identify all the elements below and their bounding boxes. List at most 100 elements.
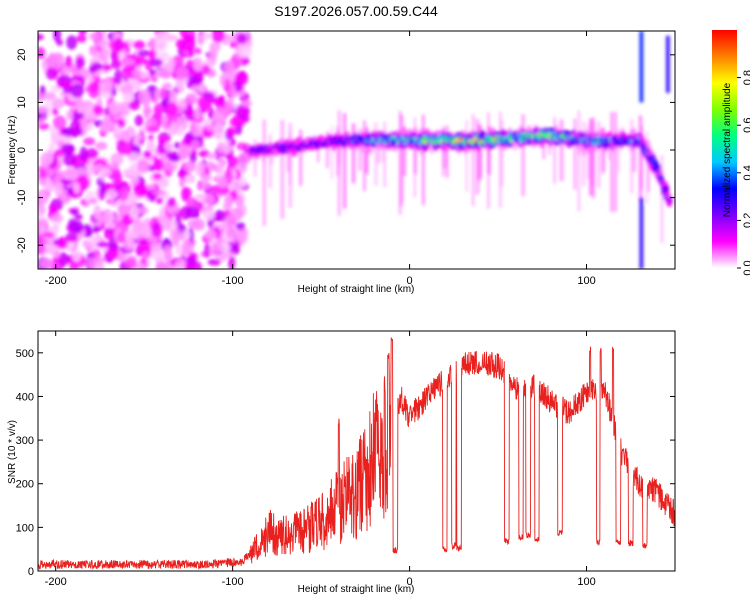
leakage-streak	[402, 126, 406, 177]
noise-blob	[173, 141, 181, 149]
noise-blob	[74, 213, 83, 221]
noise-blob	[217, 176, 228, 189]
noise-blob	[69, 128, 79, 138]
noise-blob	[104, 232, 113, 240]
noise-blob	[158, 177, 170, 188]
noise-blob	[179, 233, 186, 242]
noise-blob	[156, 143, 168, 155]
noise-blob	[83, 137, 96, 146]
noise-blob	[149, 195, 156, 203]
leakage-streak	[577, 110, 581, 212]
noise-blob	[135, 243, 144, 257]
noise-blob	[194, 106, 201, 120]
spectrogram-y-tick-label: 10	[16, 96, 28, 108]
noise-blob	[213, 112, 225, 126]
noise-blob	[224, 60, 235, 75]
noise-blob	[40, 152, 52, 167]
noise-blob	[76, 34, 87, 43]
colorbar-gradient	[712, 30, 737, 268]
noise-blob	[193, 218, 205, 231]
noise-blob	[229, 207, 243, 222]
spectrogram-y-tick-label: 0	[16, 147, 28, 153]
leakage-streak	[253, 139, 257, 177]
noise-blob	[38, 240, 46, 255]
snr-series-line	[38, 337, 675, 571]
leakage-streak	[374, 122, 378, 186]
leakage-streak	[521, 114, 525, 197]
noise-blob	[70, 83, 85, 98]
noise-blob	[95, 141, 108, 151]
noise-blob	[204, 229, 218, 240]
snr-x-axis-label: Height of straight line (km)	[298, 584, 415, 595]
noise-blob	[158, 70, 173, 79]
noise-blob	[182, 187, 192, 199]
noise-blob	[48, 52, 56, 69]
noise-blob	[138, 207, 150, 214]
noise-blob	[63, 167, 78, 180]
noise-blob	[174, 259, 187, 269]
spectrogram-x-axis-label: Height of straight line (km)	[298, 284, 415, 295]
noise-blob	[184, 174, 194, 184]
noise-blob	[82, 239, 90, 248]
noise-blob	[134, 56, 148, 65]
snr-y-tick-label: 200	[16, 479, 34, 491]
noise-blob	[159, 87, 167, 100]
leakage-streak	[299, 129, 303, 186]
noise-blob	[53, 148, 65, 157]
leakage-streak	[325, 131, 329, 169]
snr-x-tick-label: 100	[577, 576, 595, 588]
noise-blob	[38, 194, 49, 205]
noise-blob	[54, 181, 64, 197]
noise-blob	[143, 150, 152, 159]
noise-blob	[66, 146, 75, 155]
noise-blob	[134, 133, 143, 141]
noise-blob	[184, 109, 198, 122]
noise-blob	[100, 120, 115, 129]
noise-blob	[155, 31, 168, 45]
noise-blob	[38, 92, 43, 102]
noise-blob	[129, 205, 140, 220]
colorbar-tick-label: 0.6	[742, 118, 750, 133]
noise-blob	[169, 153, 182, 162]
snr-x-tick-label: -200	[45, 576, 67, 588]
noise-blob	[190, 85, 205, 93]
snr-y-tick-label: 500	[16, 348, 34, 360]
edge-streak	[639, 31, 644, 103]
noise-blob	[73, 182, 80, 194]
snr-y-tick-label: 300	[16, 435, 34, 447]
noise-blob	[187, 46, 194, 58]
leakage-streak	[660, 155, 664, 244]
leakage-streak	[592, 117, 595, 199]
noise-blob	[85, 227, 93, 238]
noise-blob	[200, 174, 213, 182]
noise-blob	[208, 248, 220, 257]
noise-blob	[88, 198, 98, 205]
noise-blob	[42, 231, 54, 239]
noise-blob	[116, 152, 124, 165]
noise-blob	[195, 193, 207, 201]
noise-blob	[167, 56, 176, 73]
leakage-streak	[614, 112, 617, 212]
noise-blob	[190, 139, 201, 150]
noise-blob	[211, 31, 225, 43]
noise-blob	[66, 110, 74, 121]
leakage-streak	[413, 127, 417, 174]
noise-blob	[204, 209, 215, 221]
noise-blob	[207, 258, 221, 266]
noise-blob	[63, 152, 77, 167]
noise-blob	[218, 94, 226, 109]
leakage-streak	[262, 119, 266, 226]
noise-blob	[162, 82, 173, 90]
noise-blob	[133, 182, 148, 198]
colorbar-label: Normalized spectral amplitude	[722, 82, 733, 217]
noise-blob	[101, 64, 112, 72]
leakage-streak	[337, 110, 341, 216]
noise-blob	[150, 242, 161, 253]
colorbar: 0.0 0.2 0.4 0.6 0.8 Normalized spectral ampl…	[712, 30, 750, 276]
noise-blob	[185, 93, 198, 104]
leakage-streak	[422, 114, 425, 205]
noise-blob	[41, 59, 48, 71]
noise-blob	[87, 257, 96, 269]
noise-blob	[184, 160, 196, 173]
